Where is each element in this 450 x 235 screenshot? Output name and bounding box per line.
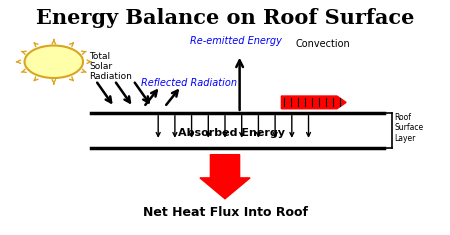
FancyArrow shape <box>200 155 250 199</box>
Text: Convection: Convection <box>296 39 351 49</box>
Text: Total
Solar
Radiation: Total Solar Radiation <box>89 51 132 81</box>
Circle shape <box>25 46 83 78</box>
Text: Roof
Surface
Layer: Roof Surface Layer <box>394 113 423 143</box>
Text: Absorbed Energy: Absorbed Energy <box>178 128 285 138</box>
Text: Re-emitted Energy: Re-emitted Energy <box>189 35 281 46</box>
Text: Reflected Radiation: Reflected Radiation <box>141 78 238 88</box>
Text: Net Heat Flux Into Roof: Net Heat Flux Into Roof <box>143 206 307 219</box>
Text: Energy Balance on Roof Surface: Energy Balance on Roof Surface <box>36 8 414 28</box>
FancyArrow shape <box>281 96 346 109</box>
